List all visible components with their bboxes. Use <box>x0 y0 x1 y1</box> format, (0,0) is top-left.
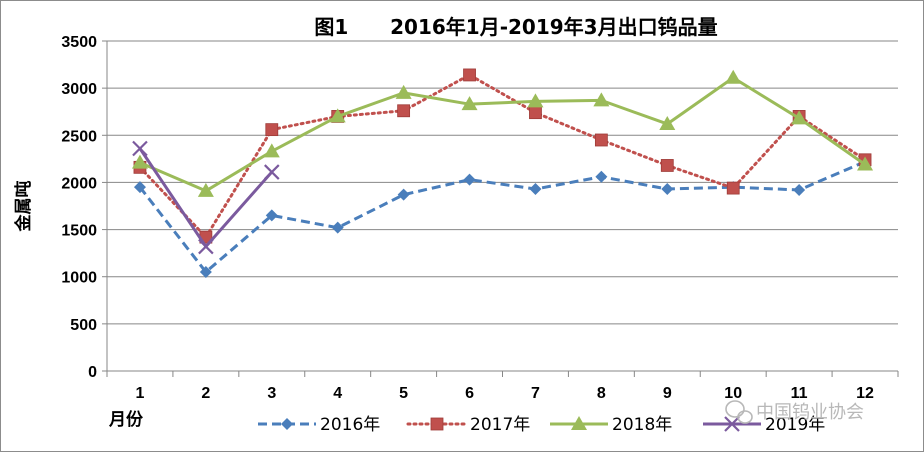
y-tick-label: 2000 <box>61 175 97 192</box>
y-axis-label: 金属吨 <box>13 181 34 233</box>
x-tick-label: 4 <box>333 385 342 402</box>
y-tick-label: 1000 <box>61 270 97 287</box>
legend-entry: 2016年 <box>258 415 380 435</box>
data-point <box>264 164 280 180</box>
axes <box>102 40 899 377</box>
data-point <box>791 110 808 125</box>
data-point <box>197 182 214 197</box>
gridlines <box>107 40 898 325</box>
data-point <box>265 209 278 222</box>
x-tick-label: 7 <box>531 385 540 402</box>
x-axis-label: 月份 <box>108 409 144 430</box>
data-point <box>529 106 542 120</box>
series-2018年 <box>131 69 874 197</box>
x-tick-labels: 1 2 3 4 5 6 7 8 9 10 11 12 <box>136 385 875 402</box>
chart-title: 图1 2016年1月-2019年3月出口钨品量 <box>314 15 717 39</box>
x-tick-label: 12 <box>856 385 874 402</box>
x-tick-label: 10 <box>724 385 742 402</box>
y-tick-label: 1500 <box>61 223 97 240</box>
data-point <box>397 188 410 201</box>
data-point <box>331 221 344 234</box>
x-tick-label: 11 <box>791 385 808 402</box>
y-tick-label: 3000 <box>61 81 97 98</box>
y-tick-label: 0 <box>88 364 97 381</box>
legend-marker <box>571 416 587 430</box>
data-point <box>593 92 610 107</box>
legend-entry: 2018年 <box>550 415 672 435</box>
data-point <box>198 238 214 255</box>
legend-marker <box>281 418 293 430</box>
legend: 2016年 2017年 2018年 2019年 <box>258 415 825 435</box>
data-point <box>595 170 608 183</box>
y-tick-label: 3500 <box>61 34 97 51</box>
data-point <box>329 108 346 123</box>
y-tick-label: 2500 <box>61 128 97 145</box>
wechat-icon <box>725 400 753 424</box>
series-line <box>138 73 867 239</box>
legend-label: 2016年 <box>320 415 380 435</box>
data-point <box>133 181 146 194</box>
x-tick-label: 5 <box>399 385 408 402</box>
watermark: 中国钨业协会 <box>725 400 864 424</box>
data-point <box>199 266 212 278</box>
data-point <box>725 69 742 84</box>
x-tick-label: 3 <box>267 385 276 402</box>
legend-entry: 2019年 <box>703 415 825 435</box>
legend-label: 2019年 <box>765 415 825 435</box>
data-point <box>461 96 478 111</box>
legend-label: 2018年 <box>612 415 672 435</box>
data-point <box>463 173 476 186</box>
data-point <box>529 183 542 196</box>
legend-entry: 2017年 <box>406 415 530 435</box>
data-point <box>132 140 148 157</box>
data-point <box>131 154 148 169</box>
data-point <box>263 143 280 158</box>
data-point <box>397 104 411 118</box>
series <box>131 68 874 278</box>
data-point <box>660 159 674 172</box>
y-tick-label: 500 <box>70 317 97 334</box>
legend-label: 2017年 <box>470 415 530 435</box>
data-point <box>857 156 874 171</box>
series-2019年 <box>132 140 280 255</box>
series-line <box>138 160 866 274</box>
series-line <box>139 76 866 193</box>
data-point <box>527 93 544 108</box>
data-point <box>395 84 412 99</box>
x-tick-label: 6 <box>465 385 474 402</box>
x-tick-label: 1 <box>136 385 145 402</box>
data-point <box>793 183 806 196</box>
legend-marker <box>724 416 740 432</box>
data-point <box>661 183 674 196</box>
y-tick-labels: 0 500 1000 1500 2000 2500 3000 3500 <box>61 34 97 381</box>
data-point <box>463 68 476 82</box>
data-point <box>659 115 676 130</box>
x-tick-label: 8 <box>597 385 606 402</box>
data-point <box>594 133 608 147</box>
watermark-text: 中国钨业协会 <box>756 402 864 423</box>
data-point <box>726 181 740 195</box>
data-point <box>265 123 279 137</box>
x-tick-label: 2 <box>201 385 210 402</box>
legend-marker <box>430 417 444 431</box>
x-tick-label: 9 <box>663 385 672 402</box>
